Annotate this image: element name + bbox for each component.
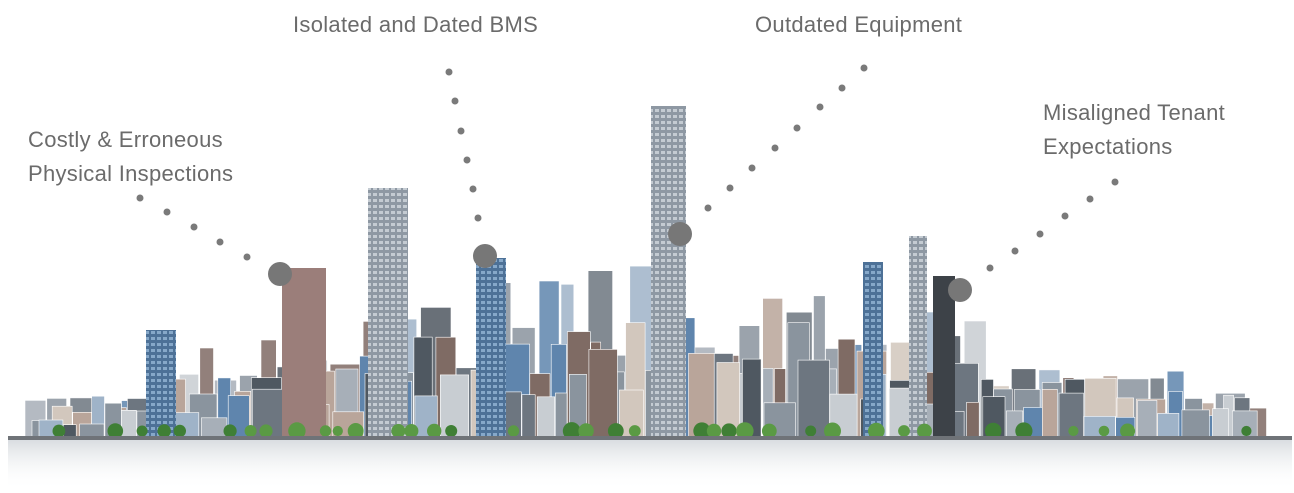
building <box>588 349 618 438</box>
callout-label: Physical Inspections <box>28 161 233 186</box>
tree <box>984 422 1002 440</box>
tree <box>52 424 66 438</box>
tower <box>476 258 506 438</box>
tree <box>107 423 124 439</box>
callout-label: Expectations <box>1043 134 1173 159</box>
tree <box>868 422 885 440</box>
ground-line <box>8 436 1292 440</box>
dots-1 <box>136 194 292 286</box>
building <box>79 423 105 438</box>
dots-4 <box>948 178 1119 302</box>
building <box>1137 400 1158 438</box>
city-buildings <box>24 265 1267 438</box>
tower <box>933 276 955 438</box>
building <box>797 359 830 438</box>
tree <box>1241 425 1252 437</box>
tree <box>761 423 777 439</box>
building <box>1212 408 1229 438</box>
tree <box>805 425 817 437</box>
callout-label: Isolated and Dated BMS <box>293 12 538 37</box>
tree <box>736 422 754 440</box>
tree <box>706 423 722 439</box>
tree <box>824 422 841 440</box>
callout-label: Misaligned Tenant <box>1043 100 1225 125</box>
tree <box>607 423 624 439</box>
tree <box>1120 423 1136 439</box>
tree <box>319 425 332 437</box>
building <box>1181 409 1210 438</box>
building <box>201 417 228 438</box>
tree <box>1015 422 1033 440</box>
tree <box>721 423 737 439</box>
tree <box>347 423 364 439</box>
tower <box>368 188 408 438</box>
tree <box>693 422 711 440</box>
tree <box>562 422 581 440</box>
tower <box>909 236 927 438</box>
building <box>521 394 536 438</box>
tree <box>578 423 594 439</box>
tree <box>157 424 171 438</box>
tree <box>259 424 273 438</box>
tree <box>427 423 442 439</box>
tree <box>445 425 458 437</box>
tree <box>332 425 343 437</box>
tree <box>288 422 306 440</box>
building <box>536 396 556 438</box>
tree <box>173 424 186 438</box>
tree <box>391 424 406 438</box>
tree <box>898 425 910 437</box>
connectors <box>136 64 1119 302</box>
tree <box>244 425 257 437</box>
callout-label: Outdated Equipment <box>755 12 962 37</box>
tower <box>282 268 326 438</box>
tree <box>628 425 641 437</box>
dots-3 <box>668 64 868 246</box>
tree <box>136 425 148 437</box>
tree <box>1098 425 1110 437</box>
tree <box>404 424 419 438</box>
tower <box>651 106 686 438</box>
tree <box>917 423 932 439</box>
tree <box>507 425 520 437</box>
tree <box>1068 425 1079 437</box>
callout-label: Costly & Erroneous <box>28 127 223 152</box>
landmark-towers <box>146 106 955 438</box>
building <box>966 401 980 438</box>
building <box>1157 413 1180 438</box>
tree <box>223 424 237 438</box>
building <box>121 409 137 438</box>
building <box>1042 388 1058 438</box>
dots-2 <box>445 68 497 268</box>
trees <box>52 422 1252 440</box>
tower <box>146 330 176 438</box>
tower <box>863 262 883 438</box>
reflection <box>8 440 1292 490</box>
